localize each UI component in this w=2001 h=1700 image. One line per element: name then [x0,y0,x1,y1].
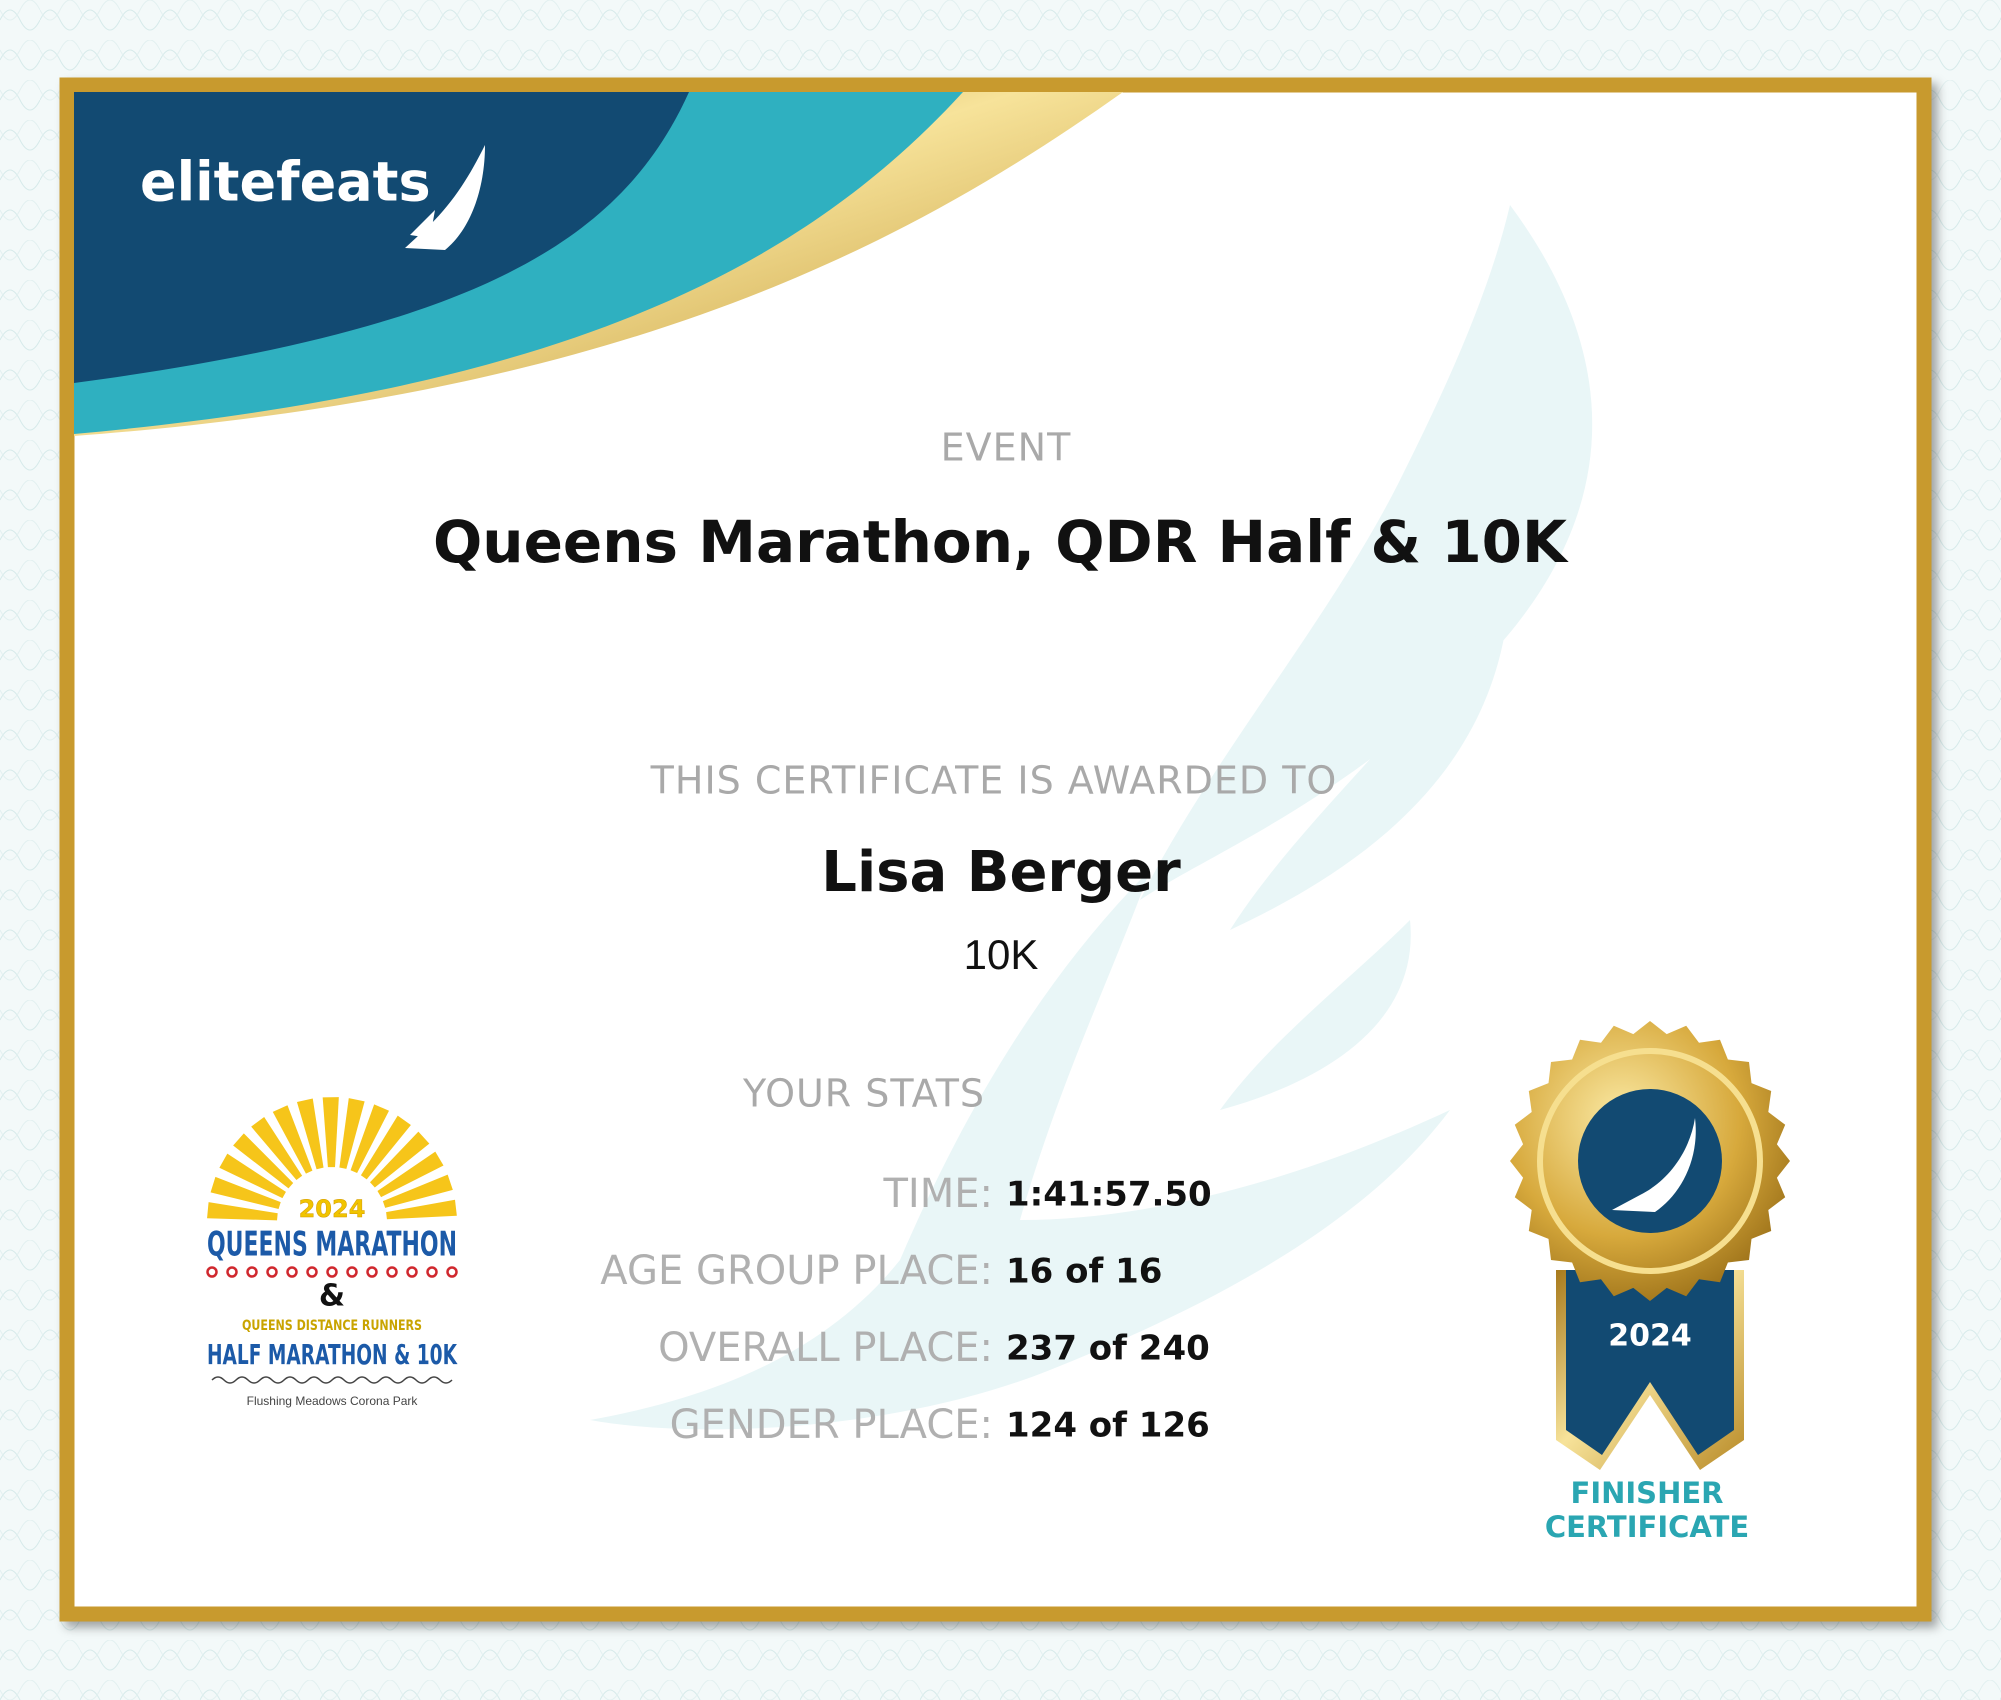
sun-ray [350,1104,390,1174]
stats-table: TIME: 1:41:57.50 AGE GROUP PLACE: 16 of 16 O… [600,1171,1211,1448]
distance: 10K [964,931,1039,978]
race-logo-year: 2024 [299,1195,366,1223]
race-logo-dot [406,1266,418,1278]
race-logo: 2024 QUEENS MARATHON & QUEENS DISTANCE R… [206,1097,458,1408]
stat-value: 237 of 240 [1006,1329,1210,1369]
medal: 2024 FINISHER CERTIFICATE [1510,1021,1790,1544]
header-navy-wave [74,92,689,383]
stat-label: TIME: [883,1171,994,1217]
sun-ray [339,1098,365,1169]
medal-wing [1612,1118,1696,1212]
race-logo-club: QUEENS DISTANCE RUNNERS [242,1318,422,1334]
race-logo-location: Flushing Meadows Corona Park [247,1394,419,1408]
race-logo-dot [206,1266,218,1278]
medal-center [1578,1089,1722,1233]
sun-ray [370,1131,430,1188]
race-logo-dot [446,1266,458,1278]
sun-ray [207,1202,278,1221]
sun-ray [272,1105,313,1174]
medal-caption: FINISHER [1571,1476,1724,1510]
sun-ray [377,1151,444,1198]
watermark [590,205,1593,1430]
race-logo-dot [306,1266,318,1278]
medal-ribbon [1566,1270,1734,1455]
race-logo-wave [211,1376,453,1384]
event-label: EVENT [941,426,1072,470]
sun-ray [219,1153,286,1199]
sun-ray [386,1199,457,1220]
race-logo-dot [286,1266,298,1278]
race-logo-dot [246,1266,258,1278]
medal-ring [1537,1048,1763,1274]
brand-logo: elitefeats [140,151,431,214]
race-logo-ampersand: & [319,1279,345,1314]
race-logo-dot [426,1266,438,1278]
stat-label: GENDER PLACE: [670,1402,993,1448]
stat-value: 1:41:57.50 [1006,1175,1212,1215]
race-logo-dot [346,1266,358,1278]
medal-year: 2024 [1608,1319,1692,1354]
race-logo-subtitle: HALF MARATHON & 10K [207,1338,458,1371]
sun-ray [382,1174,453,1208]
awarded-label: THIS CERTIFICATE IS AWARDED TO [650,759,1338,803]
sun-ray [210,1176,281,1209]
stat-label: OVERALL PLACE: [658,1325,993,1371]
stat-value: 124 of 126 [1006,1406,1210,1446]
event-title: Queens Marathon, QDR Half & 10K [433,508,1569,576]
medal-caption: CERTIFICATE [1545,1510,1749,1544]
race-logo-title: QUEENS MARATHON [207,1225,457,1265]
race-logo-dot [266,1266,278,1278]
sun-ray [360,1115,411,1180]
stat-label: AGE GROUP PLACE: [600,1248,993,1294]
stats-label: YOUR STATS [742,1072,985,1116]
brand-wing [405,145,485,250]
sun-ray [296,1098,324,1170]
race-logo-dot [386,1266,398,1278]
sun-ray [251,1117,303,1181]
stat-value: 16 of 16 [1006,1252,1162,1292]
sun-ray [322,1097,339,1168]
recipient-name: Lisa Berger [821,840,1181,905]
race-logo-dot [226,1266,238,1278]
race-logo-dot [366,1266,378,1278]
race-logo-dot [326,1266,338,1278]
sun-ray [233,1133,294,1189]
